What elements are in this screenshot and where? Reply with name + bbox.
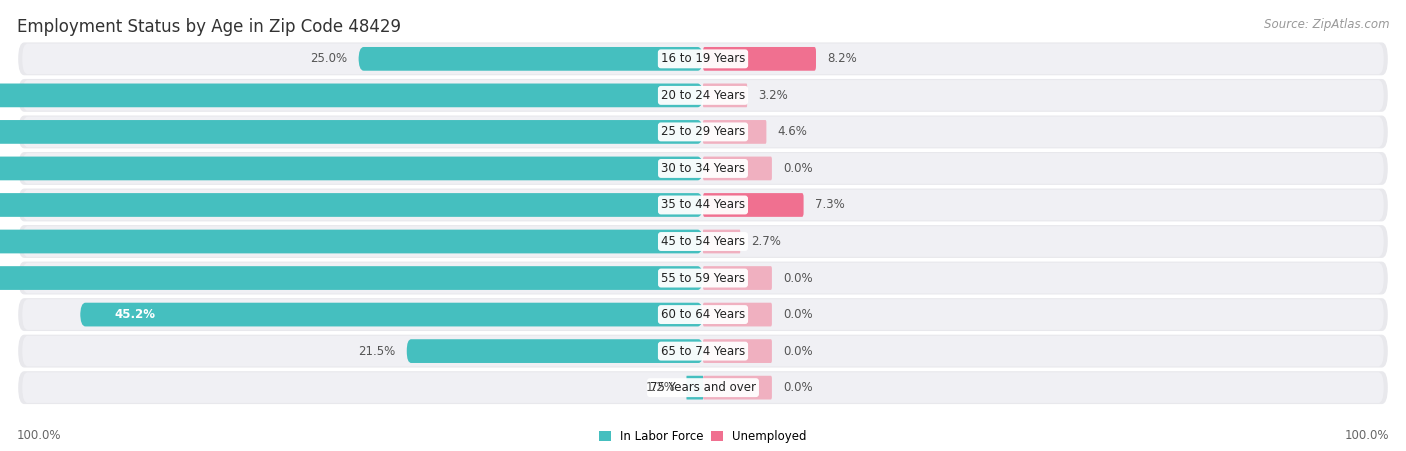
FancyBboxPatch shape [0,156,703,180]
Legend: In Labor Force, Unemployed: In Labor Force, Unemployed [595,425,811,447]
FancyBboxPatch shape [703,303,772,327]
FancyBboxPatch shape [22,153,1384,184]
Text: 30 to 34 Years: 30 to 34 Years [661,162,745,175]
FancyBboxPatch shape [406,339,703,363]
Text: 55 to 59 Years: 55 to 59 Years [661,272,745,285]
FancyBboxPatch shape [22,189,1384,221]
Text: 75 Years and over: 75 Years and over [650,381,756,394]
FancyBboxPatch shape [22,116,1384,147]
Text: 7.3%: 7.3% [814,198,845,212]
Text: 45 to 54 Years: 45 to 54 Years [661,235,745,248]
Text: 0.0%: 0.0% [783,308,813,321]
FancyBboxPatch shape [703,156,772,180]
Text: 45.2%: 45.2% [115,308,156,321]
Text: 25.0%: 25.0% [311,52,347,65]
FancyBboxPatch shape [0,83,703,107]
Text: 20 to 24 Years: 20 to 24 Years [661,89,745,102]
Text: 100.0%: 100.0% [17,429,62,442]
FancyBboxPatch shape [18,298,1388,331]
Text: 1.2%: 1.2% [645,381,675,394]
FancyBboxPatch shape [22,299,1384,330]
Text: 3.2%: 3.2% [758,89,787,102]
FancyBboxPatch shape [0,120,703,144]
FancyBboxPatch shape [22,43,1384,74]
Text: 8.2%: 8.2% [827,52,856,65]
FancyBboxPatch shape [703,83,747,107]
FancyBboxPatch shape [18,262,1388,295]
FancyBboxPatch shape [22,336,1384,367]
FancyBboxPatch shape [18,79,1388,112]
FancyBboxPatch shape [18,42,1388,75]
FancyBboxPatch shape [18,115,1388,148]
FancyBboxPatch shape [18,225,1388,258]
FancyBboxPatch shape [18,371,1388,404]
Text: 100.0%: 100.0% [1344,429,1389,442]
FancyBboxPatch shape [0,230,703,253]
Text: 2.7%: 2.7% [751,235,782,248]
Text: 65 to 74 Years: 65 to 74 Years [661,345,745,358]
Text: 21.5%: 21.5% [359,345,395,358]
FancyBboxPatch shape [703,120,766,144]
FancyBboxPatch shape [686,376,703,400]
FancyBboxPatch shape [0,266,703,290]
FancyBboxPatch shape [0,193,703,217]
FancyBboxPatch shape [703,339,772,363]
Text: 0.0%: 0.0% [783,345,813,358]
Text: 16 to 19 Years: 16 to 19 Years [661,52,745,65]
Text: 0.0%: 0.0% [783,162,813,175]
FancyBboxPatch shape [703,230,740,253]
Text: 4.6%: 4.6% [778,125,807,138]
FancyBboxPatch shape [359,47,703,71]
FancyBboxPatch shape [22,262,1384,294]
FancyBboxPatch shape [703,193,804,217]
FancyBboxPatch shape [703,266,772,290]
Text: Employment Status by Age in Zip Code 48429: Employment Status by Age in Zip Code 484… [17,18,401,36]
FancyBboxPatch shape [18,189,1388,221]
Text: 0.0%: 0.0% [783,272,813,285]
FancyBboxPatch shape [22,80,1384,111]
FancyBboxPatch shape [18,335,1388,368]
Text: 60 to 64 Years: 60 to 64 Years [661,308,745,321]
Text: 25 to 29 Years: 25 to 29 Years [661,125,745,138]
FancyBboxPatch shape [703,376,772,400]
Text: 35 to 44 Years: 35 to 44 Years [661,198,745,212]
FancyBboxPatch shape [22,372,1384,403]
FancyBboxPatch shape [703,47,815,71]
FancyBboxPatch shape [22,226,1384,257]
FancyBboxPatch shape [80,303,703,327]
Text: 0.0%: 0.0% [783,381,813,394]
Text: Source: ZipAtlas.com: Source: ZipAtlas.com [1264,18,1389,31]
FancyBboxPatch shape [18,152,1388,185]
